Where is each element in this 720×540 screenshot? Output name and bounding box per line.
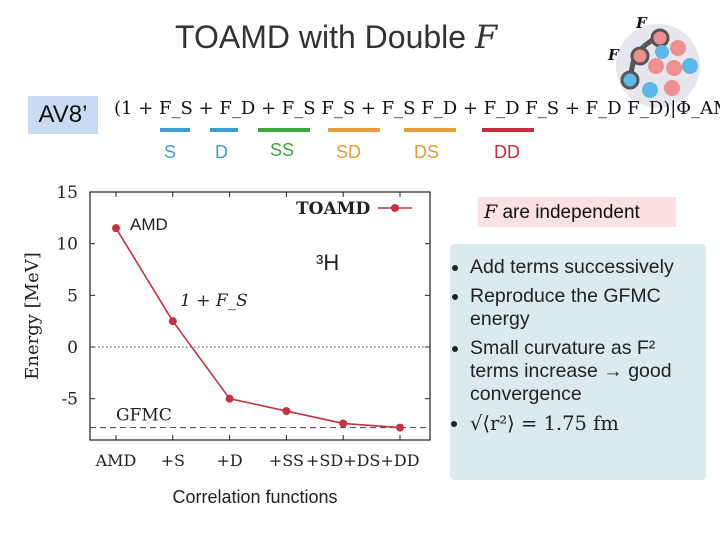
wavefunction-formula: (1 + F_S + F_D + F_S F_S + F_S F_D + F_D… bbox=[114, 98, 720, 119]
bullet-item: Small curvature as F² terms increase → g… bbox=[470, 337, 700, 406]
independence-note: F are independent bbox=[478, 197, 676, 227]
data-point bbox=[339, 419, 348, 428]
data-point bbox=[282, 407, 291, 416]
data-point bbox=[168, 317, 177, 326]
y-tick-label: 0 bbox=[67, 338, 78, 358]
reference-line-label: GFMC bbox=[116, 406, 172, 426]
term-label-ss: SS bbox=[270, 140, 295, 160]
x-tick-label: +DD bbox=[380, 451, 419, 470]
x-tick-label: +S bbox=[161, 451, 185, 470]
term-label-ds: DS bbox=[414, 142, 440, 162]
logo-label-left: F bbox=[607, 46, 620, 64]
term-underline-d bbox=[210, 128, 238, 132]
annotation-amd: AMD bbox=[130, 215, 168, 234]
term-underline-ss bbox=[258, 128, 310, 132]
y-tick-label: 10 bbox=[56, 235, 78, 255]
note-text: are independent bbox=[497, 202, 640, 223]
legend-marker bbox=[391, 204, 399, 212]
data-point bbox=[396, 423, 404, 432]
bullet-panel: Add terms successively Reproduce the GFM… bbox=[450, 244, 706, 480]
data-point bbox=[112, 224, 120, 233]
x-tick-label: +D bbox=[216, 451, 242, 470]
term-underline-sd bbox=[328, 128, 380, 132]
data-point bbox=[225, 394, 234, 403]
note-symbol: F bbox=[484, 201, 498, 223]
bullet-item: Reproduce the GFMC energy bbox=[470, 285, 700, 331]
series-line bbox=[115, 227, 401, 429]
term-underline-s bbox=[160, 128, 190, 132]
y-axis-label: Energy [MeV] bbox=[22, 252, 43, 380]
term-label-s: S bbox=[164, 142, 177, 162]
interaction-tag: AV8’ bbox=[28, 96, 98, 134]
term-underline-ds bbox=[404, 128, 456, 132]
legend-label: TOAMD bbox=[296, 199, 370, 219]
slide-title: TOAMD with Double F bbox=[175, 18, 497, 56]
x-tick-label: AMD bbox=[95, 451, 137, 470]
term-label-sd: SD bbox=[336, 142, 362, 162]
logo-label-top: F bbox=[635, 14, 648, 32]
x-axis-label: Correlation functions bbox=[172, 487, 337, 507]
y-tick-label: 5 bbox=[67, 286, 78, 306]
annotation-nucleus: ³H bbox=[316, 250, 339, 275]
y-tick-label: 15 bbox=[56, 183, 78, 203]
y-tick-label: -5 bbox=[61, 390, 78, 410]
title-text: TOAMD with Double bbox=[175, 19, 475, 55]
bullet-item: Add terms successively bbox=[470, 256, 700, 279]
title-symbol: F bbox=[474, 18, 498, 56]
annotation-fs: 1 + F_S bbox=[180, 291, 248, 311]
bullet-item: √⟨r²⟩ = 1.75 fm bbox=[470, 412, 700, 435]
term-label-dd: DD bbox=[494, 142, 520, 162]
x-tick-label: +SS bbox=[269, 451, 304, 470]
plot-frame bbox=[89, 191, 431, 441]
x-tick-label: +SD+DS bbox=[306, 451, 380, 470]
term-label-d: D bbox=[215, 142, 228, 162]
term-underline-dd bbox=[482, 128, 534, 132]
